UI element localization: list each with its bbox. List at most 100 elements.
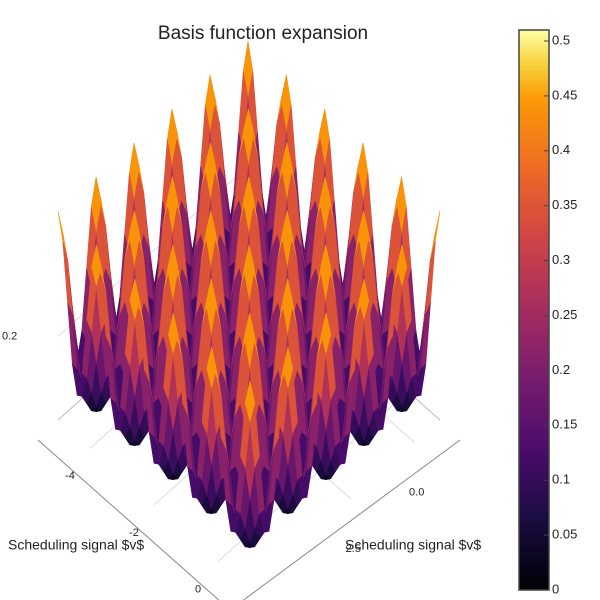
colorbar-band — [519, 400, 549, 406]
colorbar-band — [519, 330, 549, 336]
colorbar-band — [519, 165, 549, 171]
colorbar-band — [519, 185, 549, 191]
surface-patch — [57, 210, 68, 260]
colorbar-band — [519, 210, 549, 216]
colorbar-band — [519, 120, 549, 126]
colorbar-band — [519, 105, 549, 111]
colorbar-band — [519, 275, 549, 281]
colorbar-band — [519, 240, 549, 246]
colorbar-band — [519, 90, 549, 96]
colorbar-band — [519, 470, 549, 476]
colorbar-tick-label: 0.15 — [552, 417, 577, 432]
colorbar-band — [519, 365, 549, 371]
x-tick-label: -2 — [129, 527, 139, 539]
colorbar-band — [519, 80, 549, 86]
colorbar-band — [519, 45, 549, 51]
colorbar-band — [519, 250, 549, 256]
colorbar-band — [519, 160, 549, 166]
colorbar: 0 0.05 0.1 0.15 0.2 0.25 0.3 0.35 0.4 0.45 0.5 — [518, 29, 577, 596]
colorbar-band — [519, 565, 549, 571]
y-axis-label: Scheduling signal $v$ — [345, 537, 481, 553]
colorbar-band — [519, 380, 549, 386]
colorbar-band — [519, 335, 549, 341]
axis-line — [242, 439, 461, 600]
colorbar-band — [519, 40, 549, 46]
colorbar-tick-label: 0.1 — [552, 472, 570, 487]
x-axis-label: Scheduling signal $v$ — [8, 537, 144, 553]
colorbar-band — [519, 195, 549, 201]
colorbar-band — [519, 175, 549, 181]
colorbar-band — [519, 95, 549, 101]
colorbar-band — [519, 475, 549, 481]
colorbar-band — [519, 285, 549, 291]
y-tick-label: 0.0 — [409, 487, 424, 499]
colorbar-band — [519, 480, 549, 486]
colorbar-band — [519, 460, 549, 466]
colorbar-band — [519, 555, 549, 561]
x-tick-label: -4 — [65, 470, 75, 482]
colorbar-tick-label: 0.5 — [552, 32, 570, 47]
colorbar-band — [519, 360, 549, 366]
colorbar-band — [519, 295, 549, 301]
colorbar-band — [519, 130, 549, 136]
colorbar-band — [519, 545, 549, 551]
colorbar-band — [519, 100, 549, 106]
colorbar-frame — [518, 29, 550, 591]
surface — [57, 40, 441, 549]
colorbar-band — [519, 440, 549, 446]
colorbar-band — [519, 450, 549, 456]
colorbar-band — [519, 525, 549, 531]
colorbar-tick-label: 0.05 — [552, 527, 577, 542]
colorbar-band — [519, 425, 549, 431]
colorbar-band — [519, 350, 549, 356]
colorbar-band — [519, 540, 549, 546]
colorbar-band — [519, 35, 549, 41]
x-tick-label: 0 — [195, 584, 201, 596]
colorbar-band — [519, 135, 549, 141]
colorbar-band — [519, 495, 549, 501]
chart-title: Basis function expansion — [158, 23, 368, 44]
colorbar-band — [519, 535, 549, 541]
y-tick-label: 2.5 — [346, 543, 361, 555]
colorbar-band — [519, 465, 549, 471]
colorbar-band — [519, 370, 549, 376]
axis-line — [37, 439, 220, 600]
surface-patch — [244, 380, 256, 422]
colorbar-band — [519, 110, 549, 116]
colorbar-band — [519, 575, 549, 581]
colorbar-band — [519, 415, 549, 421]
colorbar-band — [519, 315, 549, 321]
colorbar-tick-label: 0.4 — [552, 142, 570, 157]
colorbar-band — [519, 385, 549, 391]
colorbar-band — [519, 490, 549, 496]
colorbar-band — [519, 30, 549, 36]
colorbar-band — [519, 170, 549, 176]
colorbar-band — [519, 70, 549, 76]
colorbar-band — [519, 435, 549, 441]
colorbar-band — [519, 60, 549, 66]
colorbar-band — [519, 85, 549, 91]
colorbar-band — [519, 320, 549, 326]
colorbar-band — [519, 290, 549, 296]
colorbar-band — [519, 280, 549, 286]
colorbar-band — [519, 520, 549, 526]
colorbar-band — [519, 150, 549, 156]
colorbar-band — [519, 245, 549, 251]
colorbar-band — [519, 65, 549, 71]
colorbar-band — [519, 155, 549, 161]
colorbar-band — [519, 375, 549, 381]
colorbar-band — [519, 115, 549, 121]
colorbar-band — [519, 430, 549, 436]
colorbar-band — [519, 550, 549, 556]
colorbar-tick-label: 0.45 — [552, 87, 577, 102]
colorbar-band — [519, 345, 549, 351]
surface-patch — [430, 210, 441, 260]
colorbar-band — [519, 220, 549, 226]
colorbar-tick-label: 0.35 — [552, 197, 577, 212]
colorbar-band — [519, 510, 549, 516]
colorbar-band — [519, 395, 549, 401]
colorbar-band — [519, 585, 549, 591]
colorbar-band — [519, 200, 549, 206]
z-tick-label: 0.2 — [2, 330, 17, 342]
